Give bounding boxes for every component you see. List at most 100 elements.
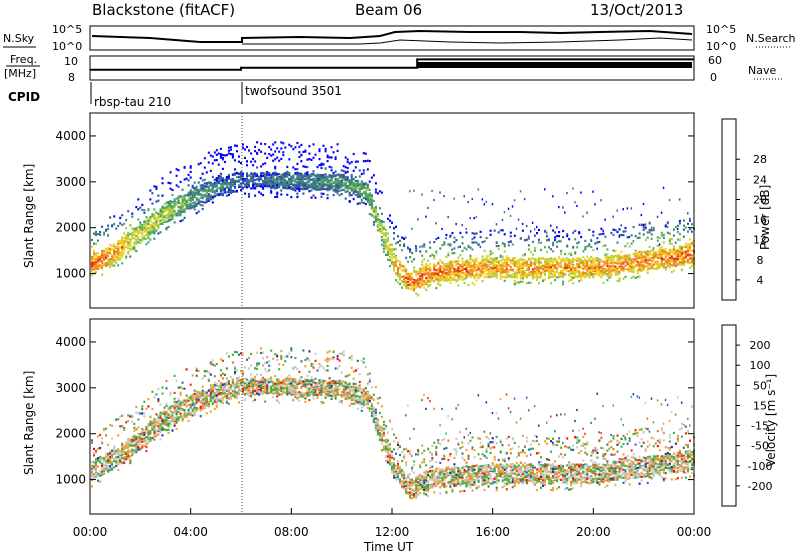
scatter-cell [447, 262, 450, 265]
scatter-cell [111, 248, 114, 251]
scatter-cell [523, 275, 526, 278]
scatter-cell [344, 175, 347, 179]
scatter-cell [391, 221, 393, 224]
scatter-cell [415, 245, 417, 248]
scatter-cell [382, 232, 385, 235]
scatter-cell [594, 263, 597, 266]
scatter-cell [612, 257, 615, 260]
scatter-cell [159, 211, 162, 215]
scatter-cell [113, 253, 116, 256]
scatter-cell [324, 150, 327, 153]
scatter-cell [632, 275, 635, 278]
scatter-cell [286, 184, 289, 187]
scatter-cell [236, 176, 238, 179]
scatter-cell [308, 185, 311, 188]
scatter-cell [348, 181, 351, 184]
scatter-cell [425, 272, 428, 276]
scatter-cell [270, 148, 273, 151]
scatter-cell [592, 230, 595, 233]
scatter-cell [332, 185, 335, 188]
scatter-cell [284, 178, 287, 182]
scatter-cell [195, 198, 198, 201]
scatter-cell [360, 187, 363, 190]
scatter-cell [282, 184, 285, 187]
scatter-cell [205, 185, 208, 188]
scatter-cell [336, 182, 339, 185]
scatter-cell [491, 263, 494, 266]
scatter-cell [610, 262, 613, 265]
scatter-cell [368, 198, 371, 202]
scatter-cell [674, 264, 677, 267]
scatter-cell [501, 258, 504, 261]
scatter-cell [501, 266, 504, 269]
scatter-cell [217, 179, 220, 182]
scatter-cell [586, 245, 589, 248]
scatter-cell [191, 193, 194, 196]
scatter-cell [560, 265, 563, 268]
scatter-cell [556, 262, 559, 265]
scatter-cell [155, 217, 158, 220]
scatter-cell [320, 166, 323, 170]
scatter-cell [582, 274, 585, 277]
scatter-cell [215, 188, 218, 191]
freq-label: Freq. [10, 53, 37, 66]
scatter-cell [672, 259, 675, 262]
scatter-cell [630, 207, 633, 210]
scatter-cell [217, 176, 220, 179]
scatter-cell [113, 245, 116, 248]
scatter-cell [129, 243, 132, 246]
scatter-cell [195, 190, 198, 193]
scatter-cell [358, 175, 361, 178]
scatter-cell [157, 217, 160, 220]
scatter-cell [527, 257, 530, 260]
scatter-cell [656, 256, 659, 259]
scatter-cell [431, 253, 434, 256]
scatter-cell [616, 241, 619, 244]
scatter-cell [364, 186, 367, 189]
scatter-cell [515, 273, 518, 277]
scatter-cell [189, 199, 192, 202]
scatter-cell [455, 274, 458, 277]
scatter-cell [568, 238, 570, 241]
scatter-cell [646, 258, 649, 261]
scatter-cell [471, 259, 474, 262]
scatter-cell [397, 270, 399, 273]
scatter-cell [427, 267, 430, 271]
scatter-cell [542, 271, 544, 274]
scatter-cell [163, 216, 166, 219]
scatter-cell [471, 232, 474, 235]
scatter-cell [380, 229, 383, 233]
scatter-cell [175, 197, 178, 200]
scatter-cell [270, 191, 273, 194]
scatter-cell [358, 182, 361, 185]
scatter-cell [374, 217, 377, 220]
scatter-cell [155, 200, 158, 203]
scatter-cell [324, 147, 327, 151]
scatter-cell [274, 173, 277, 177]
scatter-cell [171, 214, 174, 217]
scatter-cell [207, 181, 210, 184]
scatter-cell [262, 174, 265, 178]
scatter-cell [221, 167, 224, 170]
scatter-cell [590, 269, 593, 272]
scatter-cell [499, 255, 502, 258]
scatter-cell [330, 176, 333, 179]
scatter-cell [564, 268, 567, 271]
scatter-cell [105, 264, 108, 268]
scatter-cell [678, 246, 681, 249]
scatter-cell [403, 283, 406, 286]
scatter-cell [538, 262, 540, 265]
scatter-cell [169, 216, 172, 219]
scatter-cell [346, 187, 349, 190]
scatter-cell [276, 172, 279, 175]
scatter-cell [177, 185, 180, 188]
scatter-cell [280, 193, 283, 196]
scatter-cell [219, 179, 222, 182]
scatter-cell [429, 246, 432, 249]
scatter-cell [322, 144, 325, 147]
scatter-cell [600, 276, 603, 279]
scatter-cell [221, 192, 224, 195]
scatter-cell [300, 160, 303, 163]
scatter-cell [568, 266, 571, 269]
scatter-cell [231, 182, 234, 185]
